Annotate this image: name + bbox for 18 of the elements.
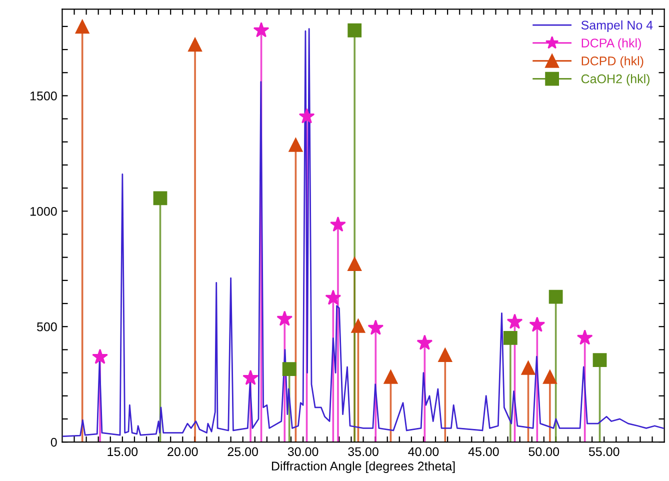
y-tick-label: 0 <box>50 438 57 447</box>
x-tick-label: 25.00 <box>228 447 258 456</box>
x-tick-label: 35.00 <box>348 447 378 456</box>
x-tick-label: 30.00 <box>288 447 318 456</box>
x-tick-label: 55.00 <box>588 447 620 456</box>
x-tick-label: 20.00 <box>168 447 198 456</box>
legend-label: Sampel No 4 <box>581 20 653 32</box>
y-tick-label: 500 <box>37 322 57 332</box>
legend-label: DCPD (hkl) <box>582 56 644 68</box>
y-tick-label: 1500 <box>30 92 57 100</box>
x-tick-label: 15.00 <box>108 447 138 456</box>
x-tick-label: 50.00 <box>528 447 560 456</box>
y-tick-label: 1000 <box>30 206 57 216</box>
legend-label: DCPA (hkl) <box>582 38 641 50</box>
x-tick-label: 45.00 <box>468 447 499 456</box>
x-axis-title: Diffraction Angle [degrees 2theta] <box>272 461 455 473</box>
legend-label: CaOH2 (hkl) <box>581 74 650 86</box>
x-tick-label: 40.00 <box>408 447 439 456</box>
